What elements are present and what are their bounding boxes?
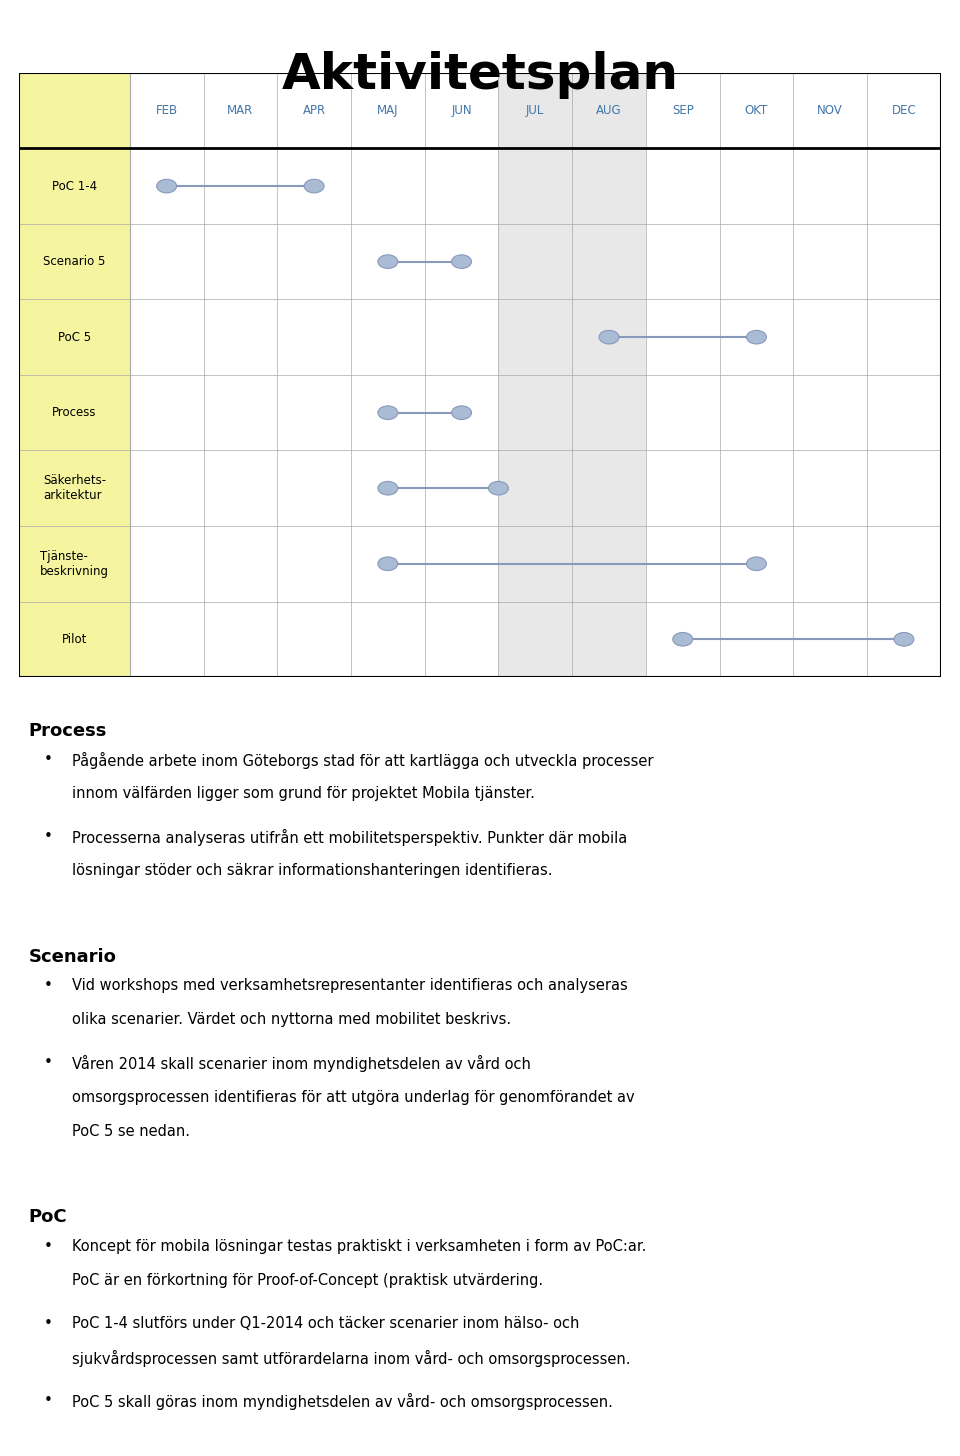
Text: Tjänste-
beskrivning: Tjänste- beskrivning xyxy=(40,550,109,578)
Ellipse shape xyxy=(747,331,766,344)
Bar xyxy=(19,149,130,677)
Text: SEP: SEP xyxy=(672,103,694,116)
Ellipse shape xyxy=(894,632,914,646)
Text: Scenario: Scenario xyxy=(29,948,117,965)
Text: Aktivitetsplan: Aktivitetsplan xyxy=(281,51,679,99)
Text: PoC 5 se nedan.: PoC 5 se nedan. xyxy=(72,1124,190,1139)
Bar xyxy=(19,73,130,149)
Text: PoC 5: PoC 5 xyxy=(58,331,91,344)
Text: Pilot: Pilot xyxy=(61,633,87,646)
Ellipse shape xyxy=(378,482,397,495)
Text: PoC: PoC xyxy=(29,1208,67,1226)
Ellipse shape xyxy=(304,179,324,192)
Text: Vid workshops med verksamhetsrepresentanter identifieras och analyseras: Vid workshops med verksamhetsrepresentan… xyxy=(72,978,628,993)
Text: PoC 5 skall göras inom myndighetsdelen av vård- och omsorgsprocessen.: PoC 5 skall göras inom myndighetsdelen a… xyxy=(72,1393,612,1411)
Text: •: • xyxy=(44,1393,53,1408)
Text: lösningar stöder och säkrar informationshanteringen identifieras.: lösningar stöder och säkrar informations… xyxy=(72,863,553,878)
Ellipse shape xyxy=(673,632,693,646)
Text: Säkerhets-
arkitektur: Säkerhets- arkitektur xyxy=(43,475,106,502)
Text: FEB: FEB xyxy=(156,103,178,116)
Text: PoC 1-4 slutförs under Q1-2014 och täcker scenarier inom hälso- och: PoC 1-4 slutförs under Q1-2014 och täcke… xyxy=(72,1316,580,1331)
Ellipse shape xyxy=(599,331,619,344)
Text: MAJ: MAJ xyxy=(377,103,398,116)
Ellipse shape xyxy=(489,482,509,495)
Text: innom välfärden ligger som grund för projektet Mobila tjänster.: innom välfärden ligger som grund för pro… xyxy=(72,786,535,801)
Text: olika scenarier. Värdet och nyttorna med mobilitet beskrivs.: olika scenarier. Värdet och nyttorna med… xyxy=(72,1012,511,1028)
Text: Process: Process xyxy=(29,722,108,740)
Ellipse shape xyxy=(747,558,766,571)
Text: omsorgsprocessen identifieras för att utgöra underlag för genomförandet av: omsorgsprocessen identifieras för att ut… xyxy=(72,1089,635,1105)
Text: Scenario 5: Scenario 5 xyxy=(43,255,106,268)
Text: Koncept för mobila lösningar testas praktiskt i verksamheten i form av PoC:ar.: Koncept för mobila lösningar testas prak… xyxy=(72,1239,646,1254)
Text: Process: Process xyxy=(52,406,97,419)
Ellipse shape xyxy=(451,406,471,419)
Text: Processerna analyseras utifrån ett mobilitetsperspektiv. Punkter där mobila: Processerna analyseras utifrån ett mobil… xyxy=(72,828,627,846)
Text: MAR: MAR xyxy=(228,103,253,116)
Text: •: • xyxy=(44,751,53,767)
Bar xyxy=(498,73,646,677)
Text: PoC är en förkortning för Proof-of-Concept (praktisk utvärdering.: PoC är en förkortning för Proof-of-Conce… xyxy=(72,1273,543,1287)
Text: DEC: DEC xyxy=(892,103,916,116)
Text: •: • xyxy=(44,828,53,844)
Ellipse shape xyxy=(156,179,177,192)
Text: sjukvårdsprocessen samt utförardelarna inom vård- och omsorgsprocessen.: sjukvårdsprocessen samt utförardelarna i… xyxy=(72,1350,631,1367)
Text: AUG: AUG xyxy=(596,103,622,116)
Text: JUL: JUL xyxy=(526,103,544,116)
Text: •: • xyxy=(44,1056,53,1070)
Bar xyxy=(130,73,941,149)
Text: Våren 2014 skall scenarier inom myndighetsdelen av vård och: Våren 2014 skall scenarier inom myndighe… xyxy=(72,1056,531,1073)
Text: PoC 1-4: PoC 1-4 xyxy=(52,179,97,192)
Ellipse shape xyxy=(378,558,397,571)
Text: •: • xyxy=(44,1316,53,1331)
Ellipse shape xyxy=(451,255,471,268)
Text: APR: APR xyxy=(302,103,325,116)
Text: OKT: OKT xyxy=(745,103,768,116)
Text: Pågående arbete inom Göteborgs stad för att kartlägga och utveckla processer: Pågående arbete inom Göteborgs stad för … xyxy=(72,751,654,769)
Text: NOV: NOV xyxy=(817,103,843,116)
Text: •: • xyxy=(44,1239,53,1254)
Bar xyxy=(130,149,941,677)
Ellipse shape xyxy=(378,406,397,419)
Text: •: • xyxy=(44,978,53,993)
Text: JUN: JUN xyxy=(451,103,472,116)
Ellipse shape xyxy=(378,255,397,268)
